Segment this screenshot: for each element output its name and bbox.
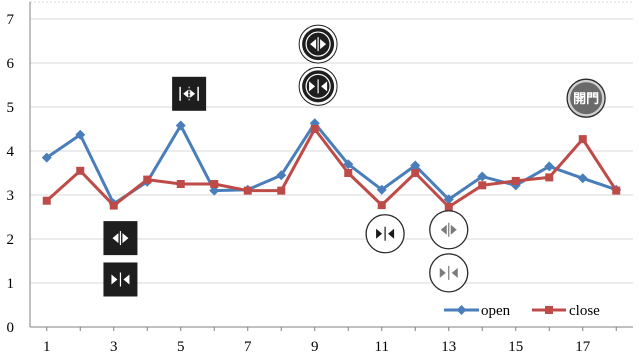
x-tick-label: 7 — [244, 339, 252, 355]
close-arrows-icon — [103, 262, 138, 297]
y-tick-label: 1 — [7, 276, 15, 292]
y-tick-label: 6 — [7, 56, 15, 72]
data-point-open — [410, 160, 421, 171]
legend-label: close — [569, 303, 600, 319]
data-point-close — [210, 180, 219, 188]
close-arrows-icon — [365, 214, 405, 254]
open-button-kanji-icon: 開門 — [566, 78, 606, 118]
data-point-open — [343, 159, 354, 170]
legend: open close — [444, 303, 600, 319]
x-tick-label: 5 — [177, 339, 185, 355]
x-tick-label: 11 — [375, 339, 389, 355]
data-point-open — [41, 152, 52, 163]
legend-swatch-marker — [456, 305, 467, 315]
data-point-close — [277, 186, 286, 195]
y-tick-label: 3 — [7, 188, 15, 204]
open-arrows-icon — [103, 221, 138, 256]
x-tick-label: 15 — [508, 339, 523, 355]
legend-item-close: close — [532, 303, 600, 319]
series-close — [42, 125, 621, 211]
data-point-close — [143, 175, 152, 184]
series-line-close — [45, 127, 618, 209]
annotation-icons: 開門 — [103, 24, 606, 297]
y-tick-label: 7 — [7, 12, 15, 28]
data-point-close — [444, 202, 453, 211]
data-point-open — [276, 170, 287, 181]
kanji-label: 開門 — [573, 92, 599, 107]
data-point-close — [76, 166, 85, 175]
data-point-close — [578, 135, 587, 144]
data-point-open — [75, 129, 86, 140]
data-point-close — [109, 201, 118, 210]
y-tick-label: 5 — [7, 100, 15, 116]
legend-item-open: open — [444, 303, 511, 319]
legend-swatch-marker — [545, 306, 553, 314]
open-arrows-icon — [429, 210, 469, 250]
data-point-close — [176, 180, 185, 188]
x-tick-label: 13 — [441, 339, 456, 355]
data-point-close — [377, 201, 386, 210]
x-tick-label: 17 — [575, 339, 591, 355]
data-point-open — [209, 185, 220, 196]
data-point-close — [511, 176, 520, 185]
data-point-close — [545, 173, 554, 182]
data-point-close — [344, 169, 353, 177]
data-point-close — [243, 186, 252, 195]
data-point-open — [175, 120, 186, 131]
y-tick-label: 2 — [7, 232, 15, 248]
data-point-open — [477, 171, 488, 182]
series-layer — [41, 118, 622, 211]
legend-label: open — [481, 303, 511, 319]
open-arrows-icon — [298, 24, 338, 64]
close-arrows-icon — [298, 66, 338, 106]
data-point-close — [612, 186, 621, 195]
x-tick-label: 9 — [311, 339, 319, 355]
y-tick-label: 0 — [7, 320, 15, 336]
data-point-open — [544, 161, 555, 172]
x-tick-label: 3 — [110, 339, 118, 355]
data-point-open — [443, 194, 454, 205]
data-point-close — [310, 125, 319, 133]
data-point-close — [478, 181, 487, 190]
data-point-open — [376, 184, 387, 195]
data-point-open — [577, 173, 588, 184]
data-point-close — [411, 169, 420, 177]
x-tick-label: 1 — [43, 339, 51, 355]
data-point-close — [42, 196, 51, 205]
close-arrows-icon — [429, 253, 469, 293]
y-tick-label: 4 — [7, 144, 15, 160]
expand-arrows-icon — [172, 76, 207, 111]
